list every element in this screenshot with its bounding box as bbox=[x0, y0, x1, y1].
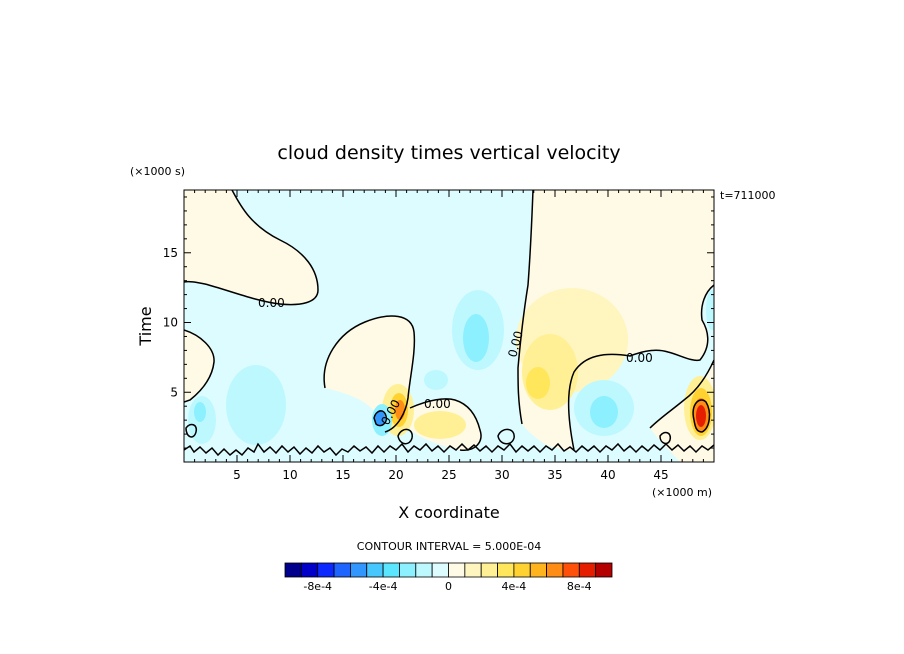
x-tick-label-0: 5 bbox=[233, 468, 241, 482]
colorbar-swatch-10 bbox=[448, 562, 466, 578]
contour-interval-label: CONTOUR INTERVAL = 5.000E-04 bbox=[357, 540, 541, 553]
colorbar-swatch-8 bbox=[415, 562, 433, 578]
x-tick-label-5: 30 bbox=[494, 468, 509, 482]
chart-title: cloud density times vertical velocity bbox=[277, 142, 620, 164]
x-tick-label-8: 45 bbox=[653, 468, 668, 482]
positive-shade-strip bbox=[414, 411, 466, 439]
zero-contour-mid bbox=[323, 315, 416, 433]
y-axis-title: Time bbox=[136, 306, 155, 346]
x-axis-title: X coordinate bbox=[398, 503, 499, 522]
zero-contour-small-loop-4 bbox=[659, 431, 672, 445]
colorbar-swatch-6 bbox=[382, 562, 400, 578]
colorbar-swatch-11 bbox=[464, 562, 482, 578]
plot-area: 0.00 0.00 0.00 0.00 0.00 bbox=[184, 190, 714, 462]
positive-core-br bbox=[696, 405, 706, 427]
colorbar: -8e-4 -4e-4 0 4e-4 8e-4 bbox=[284, 562, 613, 593]
colorbar-swatch-1 bbox=[300, 562, 319, 578]
zero-contour-bottom-jagged bbox=[184, 442, 714, 457]
zero-contour-strip bbox=[409, 398, 482, 451]
colorbar-swatch-7 bbox=[399, 562, 417, 578]
colorbar-tick-label-3: 4e-4 bbox=[502, 580, 527, 593]
zero-contour-upper-left bbox=[184, 190, 319, 306]
zero-contour-small-loop-3 bbox=[497, 428, 515, 445]
time-stamp: t=711000 bbox=[720, 189, 776, 202]
zero-contour-small-loop-1 bbox=[185, 423, 198, 438]
x-tick-label-2: 15 bbox=[335, 468, 350, 482]
negative-core-mid bbox=[375, 410, 385, 426]
zero-contour-right bbox=[517, 190, 534, 425]
negative-core-center bbox=[463, 314, 489, 362]
colorbar-swatch-2 bbox=[317, 562, 335, 578]
colorbar-swatch-9 bbox=[431, 562, 449, 578]
colorbar-swatch-19 bbox=[595, 562, 613, 578]
colorbar-swatch-5 bbox=[366, 562, 384, 578]
y-tick-label-0: 5 bbox=[170, 385, 178, 399]
x-tick-label-7: 40 bbox=[600, 468, 615, 482]
negative-shade-left bbox=[226, 365, 286, 445]
contour-label-1: 0.00 bbox=[258, 296, 285, 310]
x-tick-label-6: 35 bbox=[547, 468, 562, 482]
colorbar-swatch-18 bbox=[578, 562, 597, 578]
contour-label-4: 0.00 bbox=[505, 329, 525, 358]
colorbar-swatch-16 bbox=[546, 562, 564, 578]
x-tick-label-3: 20 bbox=[388, 468, 403, 482]
colorbar-swatch-12 bbox=[480, 562, 498, 578]
y-tick-label-1: 10 bbox=[163, 316, 178, 330]
contour-label-3: 0.00 bbox=[424, 397, 451, 411]
colorbar-swatch-0 bbox=[284, 562, 302, 578]
colorbar-swatch-15 bbox=[529, 562, 548, 578]
zero-contour-positive-core bbox=[692, 399, 711, 433]
colorbar-tick-label-1: -4e-4 bbox=[369, 580, 398, 593]
colorbar-tick-label-2: 0 bbox=[445, 580, 452, 593]
zero-contour-small-loop-2 bbox=[397, 428, 413, 445]
positive-region-upper-left bbox=[184, 190, 318, 305]
colorbar-swatch-3 bbox=[333, 562, 351, 578]
zero-contour-right-lobe bbox=[567, 284, 714, 451]
negative-shade-far-right bbox=[706, 290, 714, 330]
axis-ticks: 5 10 15 20 25 30 35 40 45 5 10 15 bbox=[163, 190, 714, 482]
zero-contour-negative-core bbox=[373, 410, 388, 427]
colorbar-tick-label-4: 8e-4 bbox=[567, 580, 592, 593]
positive-region-left-edge bbox=[184, 330, 215, 402]
colorbar-swatch-13 bbox=[497, 562, 515, 578]
negative-core-right bbox=[590, 396, 618, 428]
zero-contour-left-edge bbox=[184, 329, 215, 403]
x-tick-label-4: 25 bbox=[441, 468, 456, 482]
x-unit-label: (×1000 m) bbox=[652, 486, 712, 499]
zero-contour-lower-right bbox=[649, 359, 714, 429]
x-tick-label-1: 10 bbox=[282, 468, 297, 482]
contour-label-2: 0.00 bbox=[626, 351, 653, 365]
positive-core-right bbox=[526, 367, 550, 399]
colorbar-swatch-4 bbox=[349, 562, 368, 578]
colorbar-swatch-14 bbox=[513, 562, 531, 578]
y-unit-label: (×1000 s) bbox=[130, 165, 185, 178]
y-tick-label-2: 15 bbox=[163, 246, 178, 260]
negative-shade-small bbox=[424, 370, 448, 390]
colorbar-tick-label-0: -8e-4 bbox=[303, 580, 332, 593]
negative-core-left-edge bbox=[194, 402, 206, 422]
colorbar-swatch-17 bbox=[562, 562, 580, 578]
zero-contours bbox=[184, 190, 714, 457]
